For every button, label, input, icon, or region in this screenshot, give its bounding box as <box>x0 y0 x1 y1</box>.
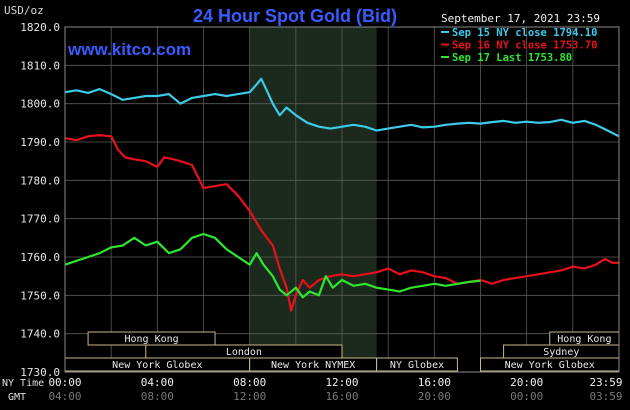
x-tick-label: 04:00 <box>141 376 174 389</box>
x-tick-label: 20:00 <box>510 376 543 389</box>
x-axis: 00:0004:0004:0008:0008:0012:0012:0016:00… <box>48 376 622 403</box>
y-tick-label: 1740.0 <box>20 328 60 341</box>
series-line <box>64 77 620 138</box>
x-tick-label: 08:00 <box>233 376 266 389</box>
unit-label: USD/oz <box>4 4 44 17</box>
website-label: www.kitco.com <box>67 40 191 59</box>
market-session-bars: Hong Kong Hong Kong London Sydney New York G… <box>64 331 620 372</box>
session-label: Sydney <box>543 347 579 358</box>
x-tick-label: 00:00 <box>48 376 81 389</box>
chart-title: 24 Hour Spot Gold (Bid) <box>193 6 397 26</box>
session-bar: London <box>145 344 343 359</box>
session-bar: Hong Kong <box>549 331 620 346</box>
x-tick-label: 12:00 <box>325 376 358 389</box>
y-tick-label: 1800.0 <box>20 98 60 111</box>
session-label: London <box>226 347 262 358</box>
y-tick-label: 1810.0 <box>20 59 60 72</box>
x-tick-label: 23:59 <box>589 376 622 389</box>
gmt-tick-label: 20:00 <box>418 390 451 403</box>
y-tick-label: 1790.0 <box>20 136 60 149</box>
session-bar-box <box>376 357 458 372</box>
session-label: New York Globex <box>112 360 202 371</box>
gmt-tick-label: 04:00 <box>48 390 81 403</box>
session-bar: NY Globex <box>376 357 458 372</box>
y-tick-label: 1750.0 <box>20 289 60 302</box>
gmt-tick-label: 16:00 <box>325 390 358 403</box>
y-tick-label: 1770.0 <box>20 213 60 226</box>
gmt-tick-label: 08:00 <box>141 390 174 403</box>
session-label: NY Globex <box>390 360 444 371</box>
legend-entry: Sep 16 NY close 1753.70 <box>452 40 597 52</box>
y-tick-label: 1730.0 <box>20 366 60 379</box>
gmt-tick-label: 12:00 <box>233 390 266 403</box>
ny-time-label: NY Time <box>2 378 44 389</box>
session-label: New York Globex <box>505 360 595 371</box>
gmt-tick-label: 03:59 <box>589 390 622 403</box>
y-tick-label: 1780.0 <box>20 174 60 187</box>
legend-entry: Sep 17 Last 1753.80 <box>452 52 572 64</box>
session-bar: Sydney <box>503 344 620 359</box>
session-bar: New York NYMEX <box>249 357 378 372</box>
price-series <box>64 77 620 312</box>
x-tick-label: 16:00 <box>418 376 451 389</box>
date-label: September 17, 2021 23:59 <box>441 12 600 25</box>
y-tick-label: 1820.0 <box>20 21 60 34</box>
session-label: Hong Kong <box>124 334 178 345</box>
session-label: Hong Kong <box>557 334 611 345</box>
plot-frame <box>64 26 620 373</box>
series-line <box>64 134 619 312</box>
session-bar: New York Globex <box>480 357 620 372</box>
session-bar: Hong Kong <box>87 331 216 346</box>
gmt-tick-label: 00:00 <box>510 390 543 403</box>
session-bar: New York Globex <box>64 357 251 372</box>
nymex-session-highlight <box>249 27 377 372</box>
series-line <box>64 232 481 299</box>
gmt-label: GMT <box>8 392 26 403</box>
y-axis: 1730.0 1740.0 1750.0 1760.0 1770.0 1780.0 1790… <box>20 21 60 379</box>
session-label: New York NYMEX <box>271 360 355 371</box>
y-tick-label: 1760.0 <box>20 251 60 264</box>
legend-entry: Sep 15 NY close 1794.10 <box>452 27 597 39</box>
